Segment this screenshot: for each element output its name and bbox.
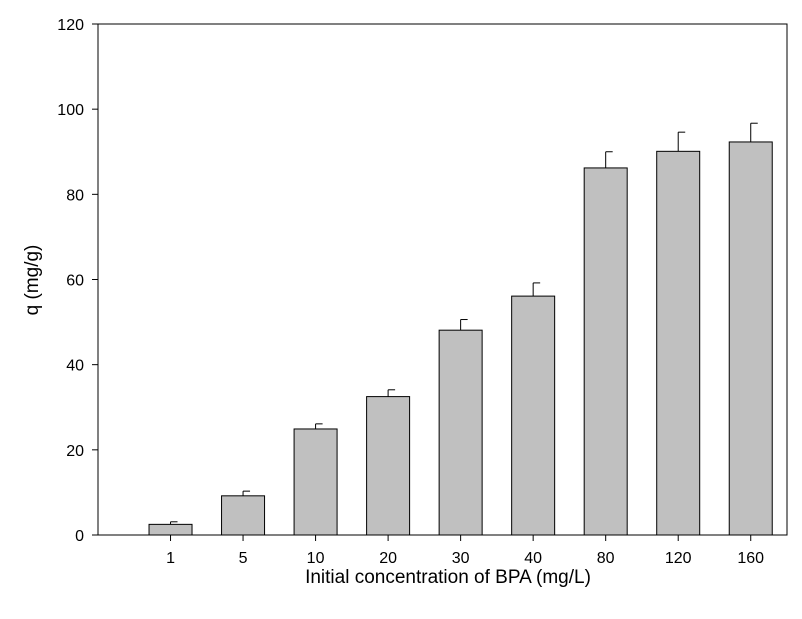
y-tick-label: 0 <box>75 528 84 545</box>
error-bars-group <box>170 122 758 525</box>
x-tick-label: 160 <box>737 550 764 567</box>
x-axis-ticks: 1 5 10 20 30 40 80 120 160 <box>166 535 764 567</box>
bar-30 <box>438 329 483 536</box>
y-tick-label: 20 <box>66 443 84 460</box>
x-tick-label: 30 <box>452 550 470 567</box>
bar-120 <box>656 150 701 536</box>
y-axis-ticks: 0 20 40 60 80 100 120 <box>57 17 98 545</box>
bar-40 <box>511 295 556 536</box>
bar-5 <box>221 495 266 536</box>
x-tick-label: 120 <box>665 550 692 567</box>
bars-group <box>148 141 773 536</box>
y-tick-label: 120 <box>57 17 84 34</box>
bar-160 <box>728 141 773 536</box>
bar-20 <box>366 396 411 536</box>
bar-10 <box>293 428 338 536</box>
x-tick-label: 1 <box>166 550 175 567</box>
y-axis-title: q (mg/g) <box>22 245 43 316</box>
x-tick-label: 80 <box>597 550 615 567</box>
x-tick-label: 40 <box>524 550 542 567</box>
x-tick-label: 5 <box>239 550 248 567</box>
y-tick-label: 40 <box>66 358 84 375</box>
y-tick-label: 60 <box>66 273 84 290</box>
y-tick-label: 100 <box>57 102 84 119</box>
x-axis-title: Initial concentration of BPA (mg/L) <box>305 567 591 588</box>
x-tick-label: 20 <box>379 550 397 567</box>
y-tick-label: 80 <box>66 187 84 204</box>
bar-1 <box>148 523 193 536</box>
bar-80 <box>583 167 628 536</box>
x-tick-label: 10 <box>307 550 325 567</box>
